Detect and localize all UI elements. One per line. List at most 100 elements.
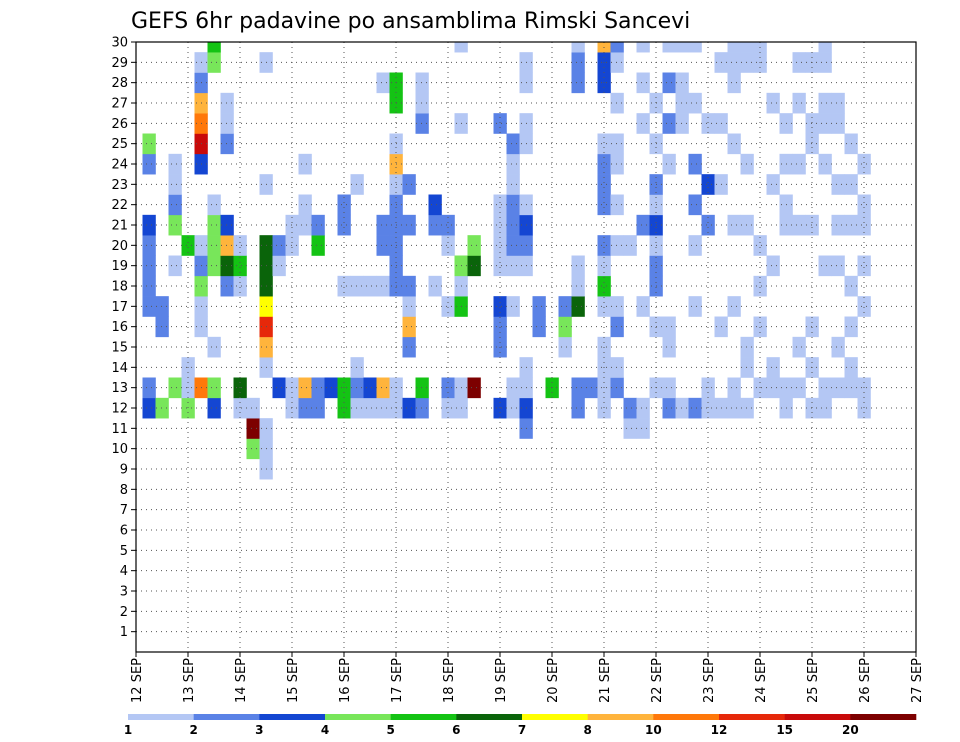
gridlines — [136, 42, 916, 652]
y-tick-label: 22 — [111, 198, 128, 213]
heatmap-cell — [740, 336, 754, 358]
y-tick-label: 8 — [120, 483, 128, 498]
heatmap-cell — [792, 92, 806, 114]
legend-swatch — [587, 714, 654, 720]
y-tick-label: 29 — [111, 56, 128, 71]
y-tick-label: 3 — [120, 585, 128, 600]
legend-swatch — [456, 714, 523, 720]
heatmap-cell — [818, 255, 832, 277]
heatmap-cell — [467, 255, 481, 277]
heatmap-cell — [727, 42, 741, 53]
x-axis: 12 SEP 13 SEP 14 SEP 15 SEP 16 SEP 17 SEP 18 S… — [130, 652, 925, 703]
heatmap-cell — [571, 397, 585, 419]
heatmap-cell — [597, 275, 611, 297]
heatmap-cell — [493, 296, 507, 317]
heatmap-cell — [818, 52, 832, 73]
heatmap-cell — [363, 377, 377, 399]
heatmap-cell — [740, 397, 754, 419]
heatmap-cell — [727, 133, 741, 155]
heatmap-cell — [454, 42, 468, 53]
heatmap-cell — [337, 275, 351, 297]
heatmap-cell — [506, 214, 520, 236]
y-tick-label: 15 — [111, 341, 128, 356]
heatmap-cell — [272, 377, 286, 399]
heatmap-cell — [805, 133, 819, 155]
heatmap-cell — [636, 397, 650, 419]
y-tick-label: 4 — [120, 564, 128, 579]
heatmap-cell — [363, 397, 377, 419]
y-tick-label: 28 — [111, 76, 128, 91]
heatmap-cell — [220, 133, 234, 155]
heatmap-cell — [662, 113, 676, 134]
legend-label: 12 — [711, 723, 728, 737]
heatmap-cell — [857, 153, 871, 175]
heatmap-cell — [207, 336, 221, 358]
heatmap-cell — [233, 397, 247, 419]
heatmap-cell — [155, 316, 169, 338]
heatmap-cell — [792, 214, 806, 236]
heatmap-cell — [610, 52, 624, 73]
heatmap-cell — [688, 92, 702, 114]
heatmap-cell — [610, 92, 624, 114]
heatmap-cell — [766, 174, 780, 195]
x-tick-label: 21 SEP — [598, 658, 613, 703]
heatmap-cell — [402, 336, 416, 358]
heatmap-cell — [142, 255, 156, 277]
x-tick-label: 20 SEP — [546, 658, 561, 703]
heatmap-cell — [207, 214, 221, 236]
heatmap-cell — [636, 113, 650, 134]
y-tick-label: 16 — [111, 320, 128, 335]
legend-label: 1 — [124, 723, 132, 737]
heatmap-cell — [506, 235, 520, 256]
color-legend: 1 2 3 4 5 6 7 8 10 12 15 20 — [124, 714, 917, 737]
y-tick-label: 2 — [120, 605, 128, 620]
x-tick-label: 18 SEP — [442, 658, 457, 703]
heatmap-cell — [701, 113, 715, 134]
heatmap-cell — [506, 397, 520, 419]
heatmap-cell — [675, 397, 689, 419]
heatmap-cell — [766, 92, 780, 114]
heatmap-cell — [142, 275, 156, 297]
heatmap-cell — [142, 153, 156, 175]
legend-label: 4 — [321, 723, 329, 737]
y-tick-label: 30 — [111, 36, 128, 51]
y-tick-label: 1 — [120, 625, 128, 640]
heatmap-cell — [506, 377, 520, 399]
heatmap-cell — [506, 174, 520, 195]
heatmap-cell — [402, 214, 416, 236]
heatmap-cell — [493, 235, 507, 256]
heatmap-cell — [350, 397, 364, 419]
heatmap-cell — [688, 42, 702, 53]
heatmap-cell — [402, 296, 416, 317]
heatmap-cell — [415, 72, 429, 94]
heatmap-cell — [246, 438, 260, 460]
heatmap-cell — [688, 296, 702, 317]
legend-label: 8 — [583, 723, 591, 737]
heatmap-cell — [415, 113, 429, 134]
heatmap-cell — [532, 296, 546, 317]
heatmap-cell — [337, 397, 351, 419]
heatmap-cell — [636, 42, 650, 53]
heatmap-cell — [805, 113, 819, 134]
heatmap-cell — [415, 397, 429, 419]
x-tick-label: 26 SEP — [858, 658, 873, 703]
heatmap-cell — [662, 72, 676, 94]
heatmap-cell — [350, 377, 364, 399]
heatmap-cell — [610, 153, 624, 175]
legend-swatch — [193, 714, 260, 720]
heatmap-cell — [246, 397, 260, 419]
heatmap-cell — [207, 52, 221, 73]
heatmap-cell — [285, 235, 299, 256]
heatmap-cell — [727, 377, 741, 399]
x-tick-label: 17 SEP — [390, 658, 405, 703]
heatmap-cell — [610, 42, 624, 53]
y-tick-label: 12 — [111, 402, 128, 417]
heatmap-cell — [467, 235, 481, 256]
legend-label: 7 — [518, 723, 526, 737]
heatmap-cell — [285, 397, 299, 419]
heatmap-cell — [766, 255, 780, 277]
heatmap-cell — [337, 194, 351, 216]
y-tick-label: 25 — [111, 137, 128, 152]
y-tick-label: 20 — [111, 239, 128, 254]
